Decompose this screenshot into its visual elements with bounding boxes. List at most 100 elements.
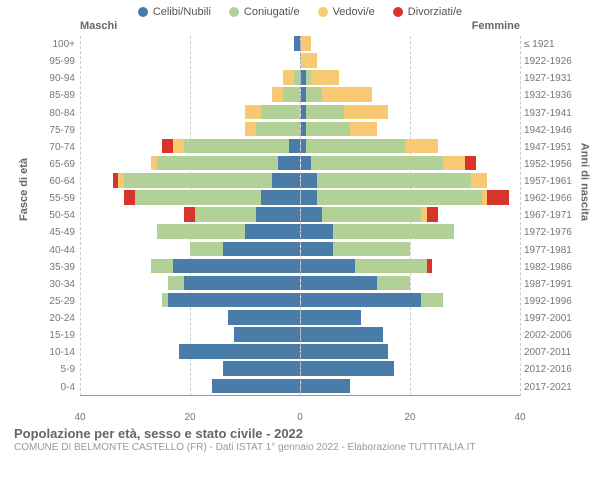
female-bar [301,156,521,171]
bar-segment [245,105,261,120]
age-label: 65-69 [27,156,75,173]
pyramid-row: 45-491972-1976 [80,224,520,241]
bar-segment [168,293,300,308]
bar-segment [135,190,261,205]
female-bar [301,207,521,222]
age-label: 35-39 [27,259,75,276]
male-bar [80,53,301,68]
male-bar [80,139,301,154]
bar-segment [306,139,405,154]
gender-label-male: Maschi [80,20,117,32]
bar-segment [306,122,350,137]
pyramid-row: 65-691952-1956 [80,156,520,173]
bar-segment [212,379,300,394]
bar-segment [301,224,334,239]
legend-label: Coniugati/e [244,6,300,18]
age-label: 45-49 [27,224,75,241]
pyramid-row: 25-291992-1996 [80,293,520,310]
birth-year-label: 1922-1926 [524,53,580,70]
footer: Popolazione per età, sesso e stato civil… [0,422,600,453]
male-bar [80,70,301,85]
female-bar [301,87,521,102]
female-bar [301,224,521,239]
male-bar [80,173,301,188]
age-label: 5-9 [27,361,75,378]
bar-segment [311,156,443,171]
bar-segment [261,105,299,120]
bar-segment [256,207,300,222]
bar-segment [301,190,317,205]
bar-segment [184,139,288,154]
legend-swatch [318,7,328,17]
male-bar [80,361,301,376]
legend-swatch [393,7,403,17]
bar-segment [245,224,300,239]
bar-segment [344,105,388,120]
age-label: 20-24 [27,310,75,327]
x-axis-line [80,395,520,396]
female-bar [301,379,521,394]
bar-segment [465,156,476,171]
birth-year-label: 2012-2016 [524,361,580,378]
bar-segment [301,361,394,376]
pyramid-row: 80-841937-1941 [80,105,520,122]
bar-segment [301,242,334,257]
bar-segment [301,259,356,274]
female-bar [301,36,521,51]
female-bar [301,242,521,257]
pyramid-row: 20-241997-2001 [80,310,520,327]
male-bar [80,122,301,137]
female-bar [301,122,521,137]
bar-segment [333,242,410,257]
bar-segment [294,36,299,51]
pyramid-row: 50-541967-1971 [80,207,520,224]
bar-segment [294,70,299,85]
male-bar [80,156,301,171]
pyramid-row: 95-991922-1926 [80,53,520,70]
pyramid-row: 70-741947-1951 [80,139,520,156]
bar-segment [421,293,443,308]
male-bar [80,242,301,257]
bar-segment [283,87,299,102]
bar-segment [301,327,383,342]
pyramid-row: 40-441977-1981 [80,242,520,259]
pyramid-row: 0-42017-2021 [80,379,520,396]
age-label: 85-89 [27,87,75,104]
bar-segment [317,190,482,205]
bar-segment [301,293,422,308]
bar-segment [301,207,323,222]
female-bar [301,139,521,154]
bar-segment [289,139,300,154]
birth-year-label: 1932-1936 [524,87,580,104]
gender-label-female: Femmine [472,20,520,32]
age-label: 90-94 [27,70,75,87]
bar-segment [151,259,173,274]
pyramid-row: 55-591962-1966 [80,190,520,207]
bar-segment [301,310,361,325]
age-label: 70-74 [27,139,75,156]
bar-segment [261,190,299,205]
bar-segment [322,87,371,102]
bar-segment [427,207,438,222]
female-bar [301,293,521,308]
female-bar [301,344,521,359]
bar-segment [223,361,300,376]
pyramid-row: 85-891932-1936 [80,87,520,104]
male-bar [80,276,301,291]
female-bar [301,190,521,205]
bar-segment [317,173,471,188]
bar-segment [301,379,350,394]
bar-segment [301,36,312,51]
age-label: 100+ [27,36,75,53]
x-tick-label: 40 [510,412,530,423]
bar-segment [228,310,299,325]
chart-rows: 100+≤ 192195-991922-192690-941927-193185… [80,36,520,396]
bar-segment [350,122,377,137]
population-pyramid-chart: Fasce di età Anni di nascita Maschi Femm… [20,20,580,422]
bar-segment [322,207,421,222]
birth-year-label: 1952-1956 [524,156,580,173]
male-bar [80,224,301,239]
bar-segment [272,173,299,188]
birth-year-label: 2002-2006 [524,327,580,344]
pyramid-row: 15-192002-2006 [80,327,520,344]
